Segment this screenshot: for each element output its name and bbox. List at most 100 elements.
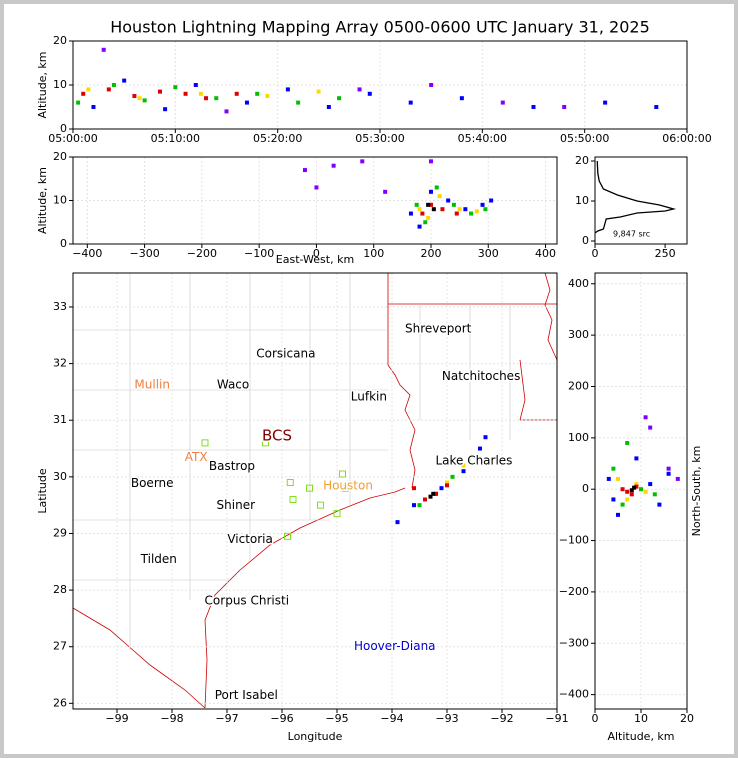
- source-point: [417, 503, 422, 508]
- source-point: [81, 91, 86, 96]
- source-point: [316, 89, 321, 94]
- y-tick-label: 100: [568, 431, 589, 444]
- source-point: [420, 211, 425, 216]
- source-point: [412, 503, 416, 508]
- y-axis-label: Latitude: [36, 468, 49, 514]
- source-point: [417, 224, 422, 229]
- y-tick-label: −200: [559, 585, 589, 598]
- source-point: [611, 466, 616, 471]
- source-point: [666, 471, 671, 476]
- station: [306, 484, 313, 492]
- source-point: [634, 484, 639, 489]
- y-axis-label: Altitude, km: [36, 167, 49, 234]
- source-point: [426, 202, 431, 207]
- source-point: [480, 202, 485, 207]
- source-point: [224, 109, 229, 114]
- y-tick-label: 26: [53, 696, 67, 709]
- source-point: [423, 220, 428, 225]
- source-point: [357, 87, 362, 92]
- source-point: [643, 415, 648, 420]
- y-tick-label: 10: [53, 194, 67, 207]
- source-point: [417, 207, 422, 212]
- source-point: [457, 207, 462, 212]
- source-point: [265, 94, 270, 98]
- x-tick-label: −91: [545, 712, 568, 725]
- source-point: [326, 105, 331, 109]
- source-point: [629, 492, 634, 497]
- place-label: Shiner: [217, 498, 256, 512]
- source-point: [478, 446, 482, 451]
- place-label: Corpus Christi: [205, 593, 290, 607]
- source-point: [234, 91, 239, 96]
- source-point: [173, 85, 178, 90]
- source-point: [285, 87, 290, 92]
- source-point: [412, 486, 416, 491]
- source-point: [255, 91, 260, 96]
- source-point: [611, 497, 616, 502]
- source-point: [463, 207, 468, 212]
- place-label: Boerne: [131, 476, 174, 490]
- x-tick-label: 0: [313, 247, 320, 260]
- y-tick-label: 20: [575, 154, 589, 167]
- y-tick-label: 0: [60, 237, 67, 250]
- source-point: [461, 463, 466, 468]
- source-point: [244, 100, 249, 105]
- source-point: [296, 100, 301, 105]
- source-point: [474, 209, 479, 214]
- source-point: [445, 483, 449, 488]
- x-tick-label: −98: [160, 712, 183, 725]
- source-point: [500, 100, 505, 105]
- x-tick-label: −96: [270, 712, 293, 725]
- source-point: [314, 185, 319, 190]
- x-tick-label: 05:50:00: [560, 132, 609, 145]
- place-label: BCS: [262, 427, 292, 445]
- source-point: [616, 476, 620, 481]
- mississippi: [544, 272, 558, 361]
- source-point: [183, 91, 188, 96]
- profile-line: [594, 160, 677, 234]
- axes-frame: [72, 272, 558, 710]
- station: [201, 439, 209, 447]
- source-point: [629, 488, 634, 493]
- station: [333, 510, 341, 518]
- source-point: [459, 96, 464, 101]
- y-tick-label: −400: [559, 688, 589, 701]
- place-label: Corsicana: [256, 346, 315, 360]
- x-tick-label: −92: [490, 712, 513, 725]
- source-point: [101, 47, 106, 52]
- counties: [73, 273, 511, 650]
- x-tick-label: 05:30:00: [355, 132, 404, 145]
- source-point: [137, 96, 142, 101]
- x-tick-label: −99: [105, 712, 128, 725]
- source-point: [440, 207, 445, 212]
- source-point: [531, 105, 536, 109]
- source-point: [648, 482, 653, 487]
- source-point: [461, 469, 466, 474]
- source-point: [431, 491, 436, 496]
- axes-frame: [594, 272, 688, 710]
- place-label: Natchitoches: [442, 369, 520, 383]
- annotation: 9,847 src: [613, 230, 650, 239]
- x-tick-label: −97: [215, 712, 238, 725]
- source-point: [434, 185, 439, 190]
- source-point: [428, 202, 433, 207]
- source-point: [360, 159, 365, 164]
- station: [317, 501, 324, 509]
- source-point: [483, 435, 488, 440]
- y-tick-label: 10: [575, 194, 589, 207]
- x-tick-label: −200: [187, 247, 217, 260]
- source-point: [431, 207, 436, 212]
- place-label: Victoria: [227, 532, 273, 546]
- source-point: [428, 159, 433, 164]
- source-point: [428, 494, 433, 499]
- place-label: Mullin: [134, 378, 170, 392]
- source-point: [454, 211, 459, 216]
- source-point: [639, 487, 643, 492]
- x-axis-label: Altitude, km: [607, 730, 674, 743]
- source-point: [106, 87, 111, 92]
- coast: [204, 487, 406, 709]
- y-tick-label: 31: [53, 413, 67, 426]
- y-axis-label: North-South, km: [690, 446, 703, 537]
- source-point: [132, 94, 137, 98]
